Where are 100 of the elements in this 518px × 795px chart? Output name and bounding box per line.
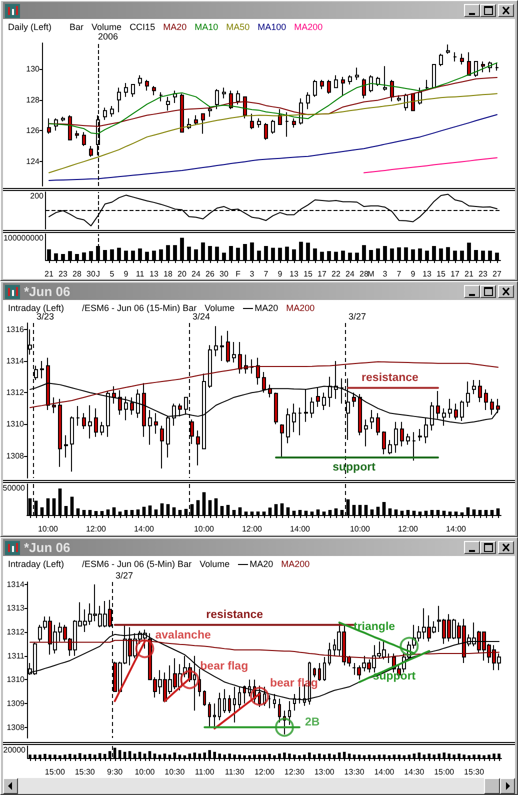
x-tick-label: 22 [332,270,341,278]
series-label: bear flag [200,660,248,673]
text: MA100 [258,21,286,33]
text: 100000000 [3,234,44,242]
legend-label: MA20 [254,302,278,314]
x-tick-label: 17 [318,270,327,278]
x-tick-label: 10:00 [194,524,215,534]
x-tick-label: 11 [136,270,145,278]
text: 3/27 [116,570,134,580]
text: Volume [204,303,235,313]
x-tick-label: 15:30 [464,768,485,776]
text: MA200 [294,21,323,33]
x-tick-label: 10:30 [164,768,186,776]
x-tick-label: 14:00 [446,524,467,534]
x-tick-label: 30 [86,270,96,278]
text: MA50 [226,21,250,33]
x-tick-label: 12:00 [242,524,263,534]
ref-line-label: 2006 [98,32,118,42]
x-tick-label: 12:00 [254,768,276,776]
text: 3/24 [192,312,210,322]
x-tick-label: 28 [72,270,82,278]
series-label: triangle [353,621,396,634]
chart-subtitle: /ESM6 - Jun 06 (5-Min) Bar [82,558,192,570]
x-tick-label: 13:30 [344,768,365,776]
x-tick-label: 17 [450,270,460,278]
x-tick-label: 23 [478,270,488,278]
x-tick-label: J [96,270,100,278]
x-tick-label: 24 [346,270,355,278]
y-axis-title: Intraday (Left) [8,558,64,570]
y-tick-label: 124 [26,156,40,166]
chart-title: *Jun 06 [24,539,70,556]
x-tick-label: 14:00 [134,524,155,534]
x-tick-label: 15:30 [74,768,96,776]
x-tick-label: 27 [492,270,502,278]
x-tick-label: 30 [220,270,229,278]
text: Volume [92,22,122,32]
y-axis-title: Intraday (Left) [8,302,64,313]
x-tick-label: 20 [178,270,187,278]
x-tick-label: 11:00 [194,768,215,776]
x-tick-label: F [236,270,241,278]
series-label: resistance [206,608,264,621]
x-tick-label: 15:00 [44,768,66,776]
x-tick-label: 10:00 [38,524,59,534]
x-tick-label: 14:00 [290,524,311,534]
text: Volume [200,559,230,569]
y-tick-label: 1314 [6,580,26,589]
x-tick-label: 21 [464,270,474,278]
x-tick-label: 9 [410,270,416,278]
x-tick-label: 7 [396,270,402,278]
y-tick-label: 1316 [6,324,25,334]
x-tick-label: 13 [422,270,432,278]
text: 3/27 [348,312,366,322]
series-label: 2B [304,716,320,728]
x-tick-label: 26 [206,270,215,278]
x-tick-label: 12:30 [284,768,305,776]
y-tick-label: 1310 [6,675,26,684]
text: 50000 [2,484,26,492]
x-tick-label: 3 [250,270,255,278]
y-tick-label: 1308 [6,451,25,460]
x-tick-label: 13 [290,270,299,278]
x-tick-label: 15 [304,270,313,278]
x-tick-label: 24 [192,270,201,278]
x-tick-label: 9 [124,270,129,278]
x-tick-label: 14:00 [374,768,395,776]
x-tick-label: 23 [58,270,68,278]
y-tick-label: 126 [26,126,40,136]
x-tick-label: 3 [382,270,388,278]
text: MA20 [163,21,187,33]
y-tick-label: 1311 [7,651,26,660]
legend-label: MA20 [248,558,274,570]
x-tick-label: 10:00 [350,524,371,534]
x-tick-label: 9:30 [107,768,124,776]
text: 20000 [3,746,26,754]
y-tick-label: 1312 [6,388,25,398]
x-tick-label: 9 [278,270,283,278]
y-tick-label: 1310 [6,420,25,429]
x-tick-label: 12:00 [398,524,419,534]
x-tick-label: 11:30 [224,768,245,776]
text: MA200 [286,302,315,314]
chart-subtitle: /ESM6 - Jun 06 (15-Min) Bar [82,302,197,313]
x-tick-label: 18 [164,270,173,278]
x-tick-label: 21 [44,270,54,278]
text: MA10 [194,21,218,33]
y-tick-label: 1313 [6,604,26,613]
chart-title: *Jun 06 [24,283,70,300]
text: 200 [30,192,44,200]
y-tick-label: 1309 [6,698,26,708]
chart-subtitle: Bar [70,21,84,33]
x-tick-label: 15 [436,270,446,278]
x-tick-label: 14:30 [404,768,425,776]
x-tick-label: 13 [150,270,159,278]
x-tick-label: 13:00 [314,768,335,776]
x-tick-label: 28 [360,270,369,278]
y-axis-title: Daily (Left) [8,21,52,33]
x-tick-label: 10:00 [134,768,156,776]
text: MA200 [281,558,310,570]
series-label: support [372,670,416,683]
y-tick-label: 130 [26,64,40,74]
y-tick-label: 1312 [6,628,26,637]
text: CCI15 [130,22,156,32]
